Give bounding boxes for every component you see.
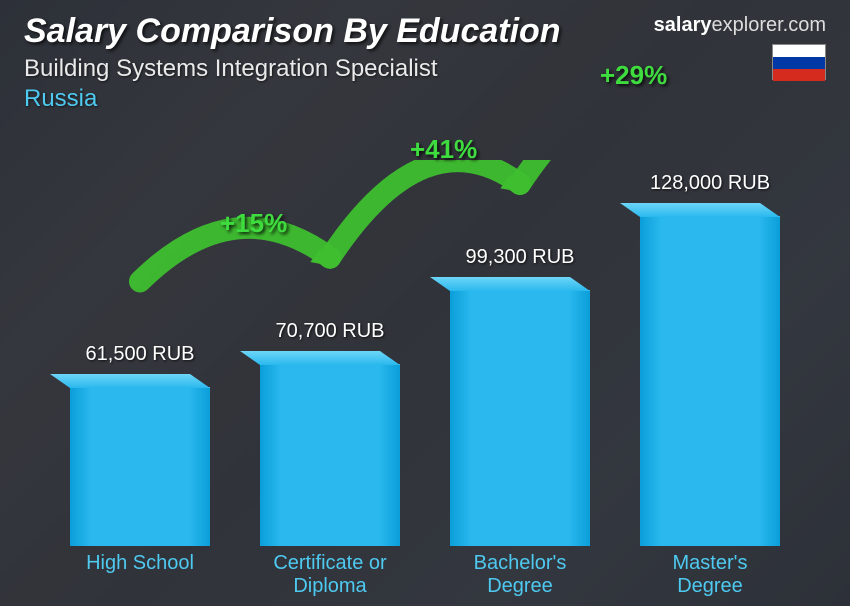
- bar-value-label: 99,300 RUB: [466, 246, 575, 269]
- bar-1: 70,700 RUBCertificate orDiploma: [260, 364, 400, 546]
- bar-value-label: 61,500 RUB: [86, 343, 195, 366]
- bar-top-face: [50, 374, 210, 388]
- bar-body: [70, 387, 210, 546]
- bar-body: [640, 216, 780, 546]
- country: Russia: [24, 85, 826, 113]
- brand-suffix: explorer.com: [712, 14, 827, 36]
- brand-prefix: salary: [654, 14, 712, 36]
- bar-category-label: High School: [86, 552, 194, 575]
- flag-stripe-blue: [773, 57, 825, 69]
- salary-bar-chart: 61,500 RUBHigh School 70,700 RUBCertifica…: [40, 160, 790, 546]
- bar-3: 128,000 RUBMaster'sDegree: [640, 216, 780, 546]
- bar-category-label: Bachelor'sDegree: [474, 552, 567, 598]
- bar-2: 99,300 RUBBachelor'sDegree: [450, 290, 590, 546]
- bar-category-label: Master'sDegree: [673, 552, 748, 598]
- bar-value-label: 70,700 RUB: [276, 320, 385, 343]
- bar-body: [450, 290, 590, 546]
- bar-value-label: 128,000 RUB: [650, 172, 770, 195]
- bar-top-face: [430, 277, 590, 291]
- brand-label: salaryexplorer.com: [654, 14, 826, 37]
- bar-top-face: [240, 351, 400, 365]
- flag-stripe-red: [773, 69, 825, 81]
- bar-category-label: Certificate orDiploma: [273, 552, 386, 598]
- flag-stripe-white: [773, 45, 825, 57]
- increase-pct-1: +41%: [410, 134, 477, 165]
- bar-0: 61,500 RUBHigh School: [70, 387, 210, 546]
- subtitle: Building Systems Integration Specialist: [24, 55, 826, 83]
- increase-pct-0: +15%: [220, 208, 287, 239]
- flag-russia: [772, 44, 826, 80]
- increase-pct-2: +29%: [600, 60, 667, 91]
- bar-body: [260, 364, 400, 546]
- bar-top-face: [620, 203, 780, 217]
